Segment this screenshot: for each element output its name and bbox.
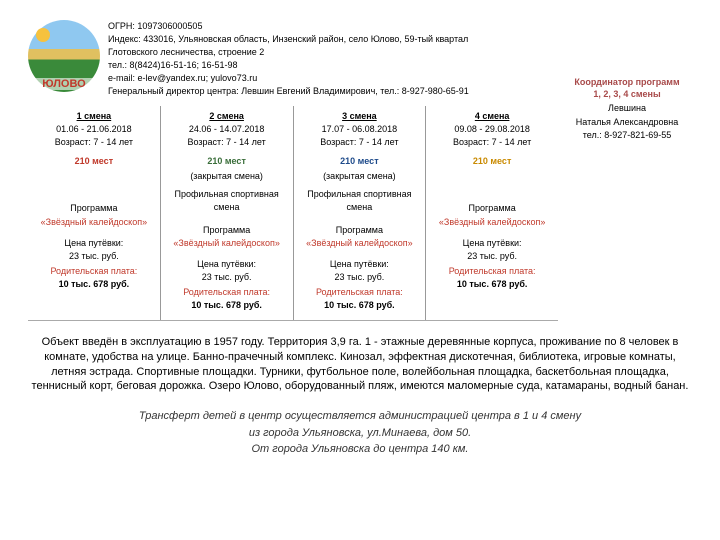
logo: ЮЛОВО	[28, 20, 100, 92]
session-dates: 09.08 - 29.08.2018	[432, 123, 552, 136]
sessions-table: 1 смена 01.06 - 21.06.2018 Возраст: 7 - …	[28, 106, 558, 321]
session-title: 3 смена	[300, 110, 420, 123]
session-places: 210 мест	[432, 155, 552, 168]
program-label: Программа	[300, 224, 420, 237]
session-title: 2 смена	[167, 110, 287, 123]
program-name: «Звёздный калейдоскоп»	[300, 237, 420, 250]
parent-label: Родительская плата:	[432, 265, 552, 278]
parent-label: Родительская плата:	[167, 286, 287, 299]
transfer-info: Трансферт детей в центр осуществляется а…	[28, 408, 692, 458]
description: Объект введён в эксплуатацию в 1957 году…	[28, 335, 692, 394]
transfer-line1: Трансферт детей в центр осуществляется а…	[28, 408, 692, 425]
coord-name2: Наталья Александровна	[562, 116, 692, 128]
closed-label: (закрытая смена)	[300, 170, 420, 183]
session-4: 4 смена 09.08 - 29.08.2018 Возраст: 7 - …	[426, 106, 558, 320]
transfer-line2: из города Ульяновска, ул.Минаева, дом 50…	[28, 425, 692, 442]
session-age: Возраст: 7 - 14 лет	[432, 136, 552, 149]
session-title: 4 смена	[432, 110, 552, 123]
session-places: 210 мест	[34, 155, 154, 168]
parent-price: 10 тыс. 678 руб.	[432, 278, 552, 291]
parent-price: 10 тыс. 678 руб.	[167, 299, 287, 312]
session-1: 1 смена 01.06 - 21.06.2018 Возраст: 7 - …	[28, 106, 161, 320]
program-name: «Звёздный калейдоскоп»	[167, 237, 287, 250]
parent-price: 10 тыс. 678 руб.	[34, 278, 154, 291]
sessions-row: 1 смена 01.06 - 21.06.2018 Возраст: 7 - …	[28, 106, 558, 320]
session-3: 3 смена 17.07 - 06.08.2018 Возраст: 7 - …	[294, 106, 427, 320]
program-name: «Звёздный калейдоскоп»	[34, 216, 154, 229]
program-label: Программа	[167, 224, 287, 237]
address: Индекс: 433016, Ульяновская область, Инз…	[108, 33, 692, 46]
program-label: Программа	[34, 202, 154, 215]
closed-label: (закрытая смена)	[167, 170, 287, 183]
tel: тел.: 8(8424)16-51-16; 16-51-98	[108, 59, 692, 72]
coord-phone: тел.: 8-927-821-69-55	[562, 129, 692, 141]
transfer-line3: От города Ульяновска до центра 140 км.	[28, 441, 692, 458]
logo-text: ЮЛОВО	[28, 78, 100, 90]
price-value: 23 тыс. руб.	[34, 250, 154, 263]
coord-name1: Левшина	[562, 102, 692, 114]
session-dates: 24.06 - 14.07.2018	[167, 123, 287, 136]
session-title: 1 смена	[34, 110, 154, 123]
coord-title: Координатор программ	[562, 76, 692, 88]
session-places: 210 мест	[167, 155, 287, 168]
session-dates: 01.06 - 21.06.2018	[34, 123, 154, 136]
price-label: Цена путёвки:	[300, 258, 420, 271]
session-places: 210 мест	[300, 155, 420, 168]
price-value: 23 тыс. руб.	[432, 250, 552, 263]
parent-label: Родительская плата:	[300, 286, 420, 299]
price-label: Цена путёвки:	[167, 258, 287, 271]
price-label: Цена путёвки:	[34, 237, 154, 250]
parent-price: 10 тыс. 678 руб.	[300, 299, 420, 312]
program-label: Программа	[432, 202, 552, 215]
price-value: 23 тыс. руб.	[300, 271, 420, 284]
coord-shifts: 1, 2, 3, 4 смены	[562, 88, 692, 100]
session-dates: 17.07 - 06.08.2018	[300, 123, 420, 136]
ogrn: ОГРН: 1097306000505	[108, 20, 692, 33]
profile-label: Профильная спортивная смена	[167, 188, 287, 214]
session-age: Возраст: 7 - 14 лет	[34, 136, 154, 149]
program-name: «Звёздный калейдоскоп»	[432, 216, 552, 229]
session-2: 2 смена 24.06 - 14.07.2018 Возраст: 7 - …	[161, 106, 294, 320]
parent-label: Родительская плата:	[34, 265, 154, 278]
session-age: Возраст: 7 - 14 лет	[167, 136, 287, 149]
price-label: Цена путёвки:	[432, 237, 552, 250]
address2: Глотовского лесничества, строение 2	[108, 46, 692, 59]
price-value: 23 тыс. руб.	[167, 271, 287, 284]
session-age: Возраст: 7 - 14 лет	[300, 136, 420, 149]
coordinator-box: Координатор программ 1, 2, 3, 4 смены Ле…	[562, 76, 692, 141]
profile-label: Профильная спортивная смена	[300, 188, 420, 214]
